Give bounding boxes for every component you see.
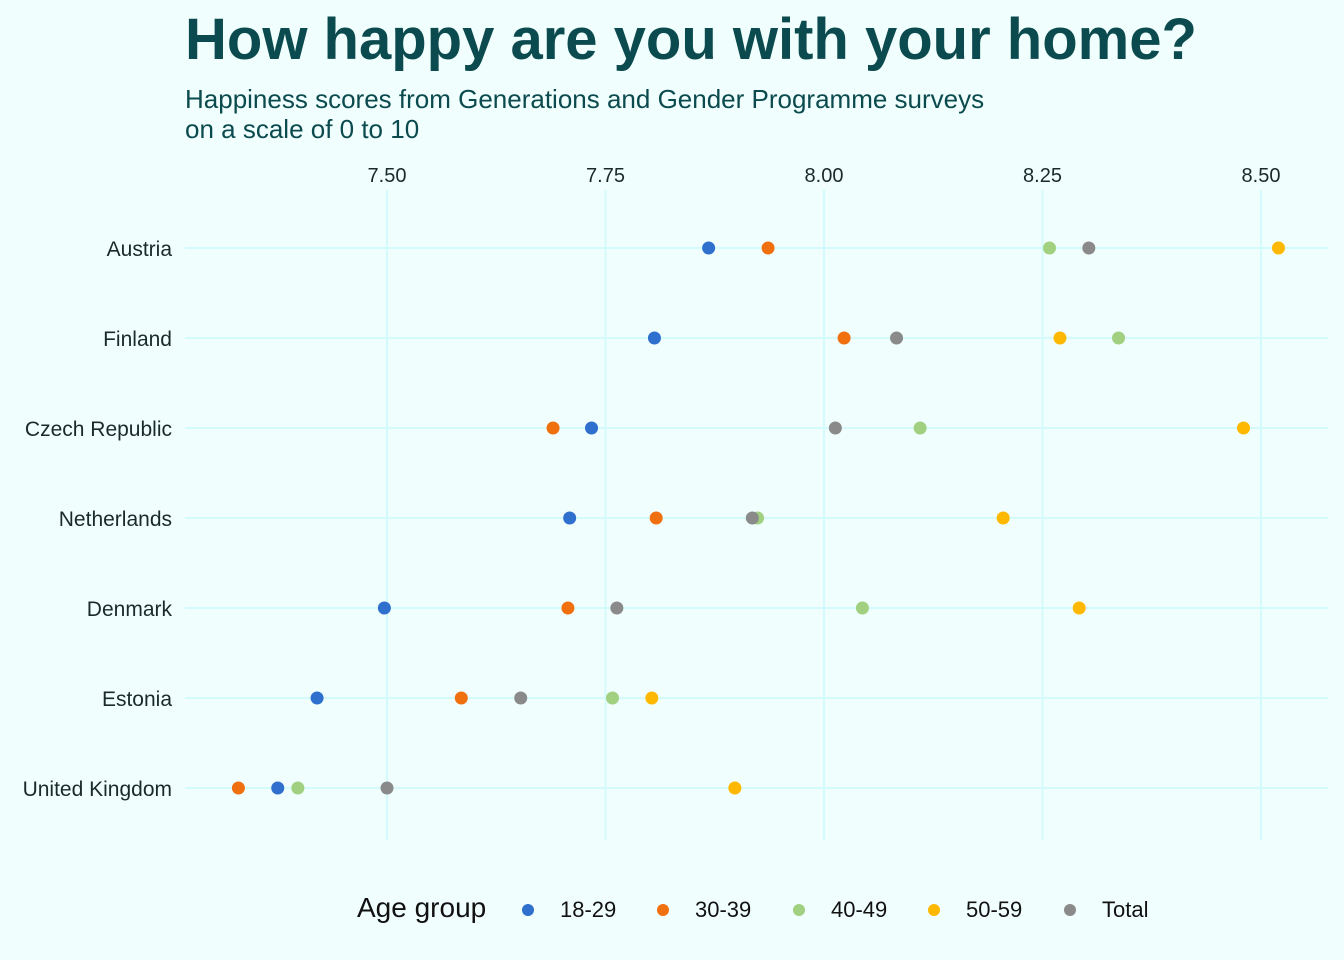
legend-key bbox=[928, 904, 940, 916]
point-30-39 bbox=[561, 601, 575, 615]
point-total bbox=[745, 511, 759, 525]
y-tick-label: United Kingdom bbox=[23, 778, 172, 801]
point-18-29 bbox=[647, 331, 661, 345]
point-18-29 bbox=[377, 601, 391, 615]
chart-subtitle: Happiness scores from Generations and Ge… bbox=[185, 84, 984, 144]
point-total bbox=[514, 691, 528, 705]
legend-title: Age group bbox=[357, 892, 487, 923]
point-40-49 bbox=[855, 601, 869, 615]
point-50-59 bbox=[1072, 601, 1086, 615]
point-total bbox=[380, 781, 394, 795]
point-40-49 bbox=[1112, 331, 1126, 345]
legend-item: 50-59 bbox=[928, 897, 1022, 923]
x-tick-label: 8.25 bbox=[1023, 165, 1062, 187]
point-18-29 bbox=[563, 511, 577, 525]
point-total bbox=[890, 331, 904, 345]
point-50-59 bbox=[1271, 241, 1285, 255]
x-axis-ticks: 7.50 7.75 8.00 8.25 8.50 bbox=[368, 165, 1281, 187]
y-axis-ticks: Austria Finland Czech Republic Netherlands D… bbox=[23, 238, 173, 801]
legend-item: 18-29 bbox=[522, 897, 616, 923]
y-tick-label: Czech Republic bbox=[25, 418, 172, 441]
point-50-59 bbox=[1053, 331, 1067, 345]
point-30-39 bbox=[231, 781, 245, 795]
point-50-59 bbox=[645, 691, 659, 705]
point-30-39 bbox=[761, 241, 775, 255]
point-30-39 bbox=[649, 511, 663, 525]
dot-plot: 7.50 7.75 8.00 8.25 8.50 Austria Finland Czech… bbox=[23, 165, 1328, 840]
point-40-49 bbox=[291, 781, 305, 795]
y-tick-label: Netherlands bbox=[59, 508, 172, 531]
point-50-59 bbox=[996, 511, 1010, 525]
point-18-29 bbox=[702, 241, 716, 255]
x-tick-label: 7.75 bbox=[586, 165, 625, 187]
x-tick-label: 7.50 bbox=[368, 165, 407, 187]
data-points bbox=[231, 241, 1285, 795]
legend-key bbox=[657, 904, 669, 916]
point-total bbox=[1082, 241, 1096, 255]
point-40-49 bbox=[913, 421, 927, 435]
point-18-29 bbox=[585, 421, 599, 435]
legend-key bbox=[522, 904, 534, 916]
legend-key bbox=[1064, 904, 1076, 916]
x-tick-label: 8.00 bbox=[805, 165, 844, 187]
legend: Age group 18-29 30-39 40-49 50-59 Total bbox=[0, 892, 1344, 932]
legend-item: 40-49 bbox=[793, 897, 887, 923]
legend-label: Total bbox=[1102, 897, 1149, 922]
point-18-29 bbox=[271, 781, 285, 795]
point-30-39 bbox=[546, 421, 560, 435]
point-total bbox=[610, 601, 624, 615]
legend-label: 50-59 bbox=[966, 897, 1023, 922]
x-tick-label: 8.50 bbox=[1242, 165, 1281, 187]
point-30-39 bbox=[837, 331, 851, 345]
point-30-39 bbox=[454, 691, 468, 705]
y-tick-label: Denmark bbox=[87, 598, 173, 621]
point-total bbox=[828, 421, 842, 435]
subtitle-line-1: Happiness scores from Generations and Ge… bbox=[185, 84, 985, 114]
point-40-49 bbox=[605, 691, 619, 705]
legend-item: 30-39 bbox=[657, 897, 751, 923]
point-40-49 bbox=[1042, 241, 1056, 255]
y-tick-label: Estonia bbox=[102, 688, 172, 711]
legend-label: 18-29 bbox=[560, 897, 617, 922]
legend-label: 40-49 bbox=[831, 897, 888, 922]
legend-label: 30-39 bbox=[695, 897, 752, 922]
subtitle-line-2: on a scale of 0 to 10 bbox=[185, 114, 420, 144]
chart-title: How happy are you with your home? bbox=[185, 7, 1197, 72]
point-50-59 bbox=[728, 781, 742, 795]
y-tick-label: Finland bbox=[103, 328, 172, 351]
legend-item: Total bbox=[1064, 897, 1148, 923]
y-tick-label: Austria bbox=[107, 238, 173, 261]
point-18-29 bbox=[310, 691, 324, 705]
legend-key bbox=[793, 904, 805, 916]
point-50-59 bbox=[1237, 421, 1251, 435]
